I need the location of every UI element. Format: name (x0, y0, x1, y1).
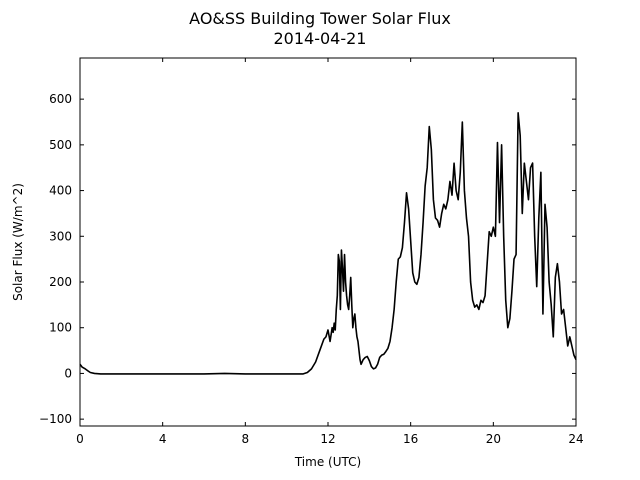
x-tick-label: 8 (242, 432, 250, 446)
y-tick-label: 200 (49, 275, 72, 289)
y-tick-label: 600 (49, 92, 72, 106)
series-line (79, 112, 577, 375)
plot-frame (79, 57, 577, 427)
chart-subtitle: 2014-04-21 (274, 29, 367, 48)
y-tick-label: 0 (64, 366, 72, 380)
x-tick-label: 24 (568, 432, 583, 446)
x-tick-label: 16 (403, 432, 418, 446)
x-axis-label: Time (UTC) (294, 455, 361, 469)
x-tick-label: 4 (159, 432, 167, 446)
x-tick-label: 0 (76, 432, 84, 446)
chart-title: AO&SS Building Tower Solar Flux (189, 9, 451, 28)
y-tick-label: 400 (49, 184, 72, 198)
y-axis: −100 0 100 200 300 400 500 600 (39, 92, 576, 426)
x-tick-label: 20 (486, 432, 501, 446)
y-axis-label: Solar Flux (W/m^2) (11, 183, 25, 301)
y-tick-label: −100 (39, 412, 72, 426)
y-tick-label: 500 (49, 138, 72, 152)
y-tick-label: 300 (49, 229, 72, 243)
y-tick-label: 100 (49, 321, 72, 335)
x-tick-label: 12 (320, 432, 335, 446)
